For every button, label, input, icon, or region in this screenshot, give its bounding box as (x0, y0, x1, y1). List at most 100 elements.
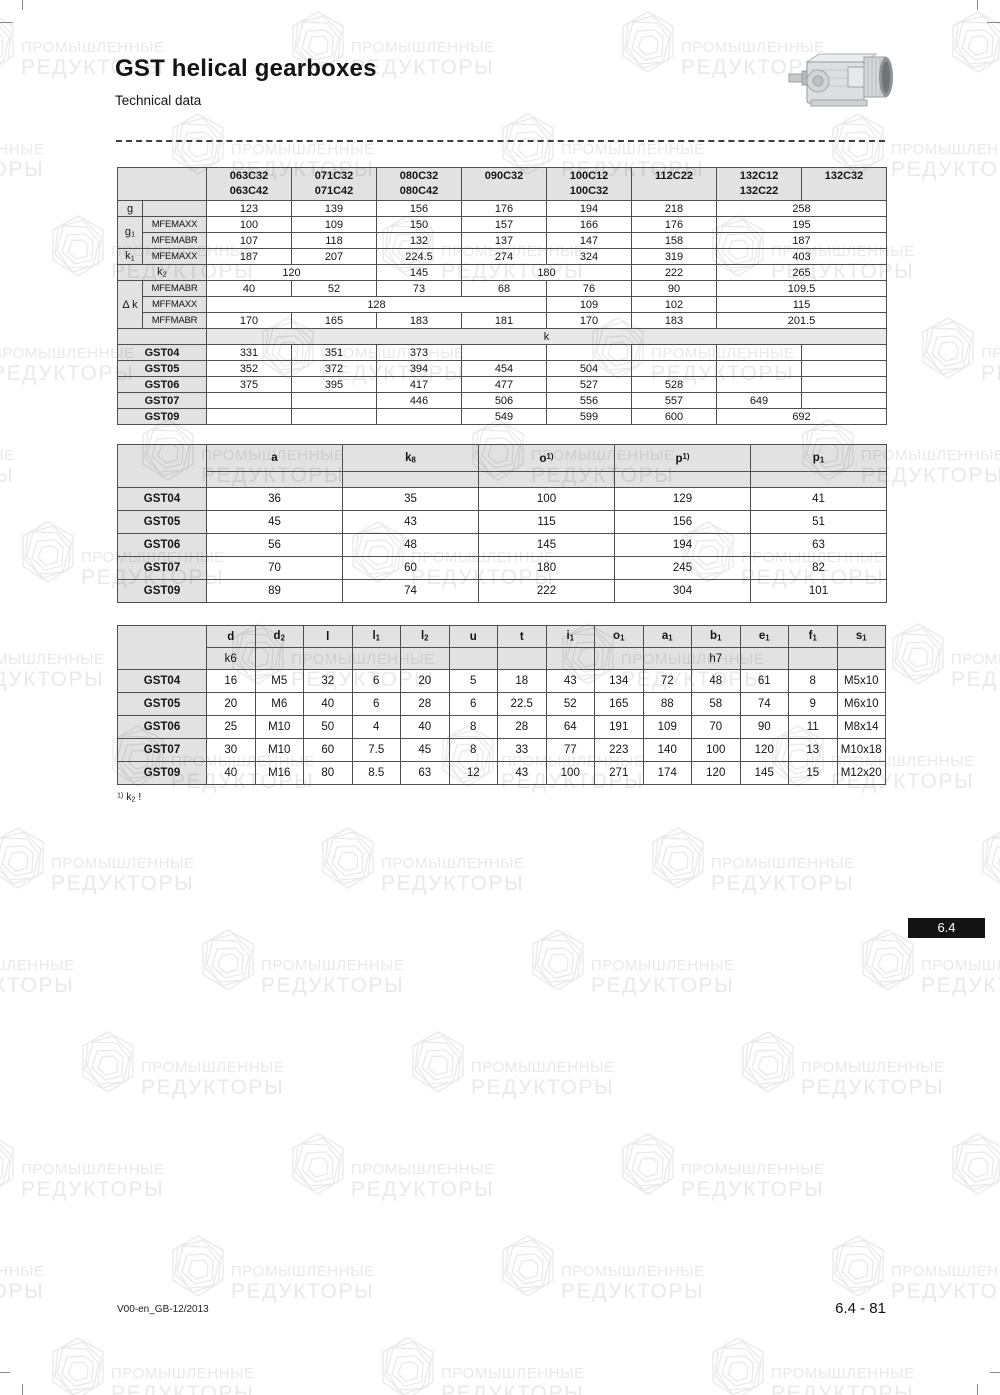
row-header-cell: GST05 (117, 360, 207, 377)
data-cell (801, 376, 887, 393)
data-cell: M10x18 (836, 738, 886, 762)
data-cell (206, 408, 292, 425)
watermark-logo-icon (530, 928, 586, 997)
data-cell: 32 (303, 669, 353, 693)
data-cell: 145 (739, 761, 789, 785)
data-cell: 176 (631, 216, 717, 233)
column-header-cell: e1 (739, 625, 789, 648)
row-header-cell (117, 328, 207, 345)
data-cell: 43 (497, 761, 547, 785)
data-cell: 218 (631, 200, 717, 217)
data-cell: 157 (461, 216, 547, 233)
data-cell: 22.5 (497, 692, 547, 716)
data-cell: 70 (206, 556, 343, 580)
column-header-cell: d (206, 625, 256, 648)
data-cell (716, 376, 802, 393)
dimensions-table-motor-sizes: 063C32 063C42 071C32 071C42 080C32 080C42 090C… (117, 167, 887, 425)
table-header-row: 063C32 063C42 071C32 071C42 080C32 080C42 090C… (117, 167, 887, 201)
column-header-cell: 132C12 132C22 (716, 167, 802, 201)
watermark-logo-icon (830, 1234, 886, 1303)
table-row: GST04 36 35 100 129 41 (117, 487, 887, 511)
row-header-cell: GST04 (117, 344, 207, 361)
data-cell: 181 (461, 312, 547, 329)
data-cell: 271 (594, 761, 644, 785)
data-cell: 174 (642, 761, 692, 785)
data-cell: 599 (546, 408, 632, 425)
data-cell: 109 (642, 715, 692, 739)
watermark-logo-icon (950, 1132, 1000, 1201)
data-cell: 372 (291, 360, 377, 377)
table-row: GST05 20 M6 40 6 28 6 22.5 52 165 88 58 74 9 M6x10 (117, 692, 886, 716)
table-row: GST04 331 351 373 (117, 344, 887, 361)
data-cell: 165 (594, 692, 644, 716)
dimensions-table-shaft: d d2 l l1 l2 u t i1 o1 a1 b1 e1 f1 s1 k6 h7 GST04 16 M5 32 6… (117, 625, 886, 785)
data-cell: 107 (206, 232, 292, 249)
data-cell: 395 (291, 376, 377, 393)
data-cell: 454 (461, 360, 547, 377)
dashed-divider (116, 140, 885, 142)
crop-mark-bottom-right-h (990, 1372, 1000, 1373)
data-cell: 187 (716, 232, 887, 249)
column-header-cell: k8 (342, 444, 479, 472)
column-header-cell (836, 647, 886, 670)
data-cell: 7.5 (351, 738, 401, 762)
data-cell: 156 (376, 200, 462, 217)
data-cell: 82 (750, 556, 887, 580)
dimensions-table-a-k8-o-p: a k8 o1) p1) p1 GST04 36 35 100 129 41 GST05 45 43 115… (117, 444, 887, 603)
data-cell: M12x20 (836, 761, 886, 785)
data-cell: 88 (642, 692, 692, 716)
data-cell: 61 (739, 669, 789, 693)
data-cell: 145 (478, 533, 615, 557)
column-header-cell: u (448, 625, 498, 648)
watermark-logo-icon (80, 1030, 136, 1099)
column-header-cell: 112C22 (631, 167, 717, 201)
watermark-logo-icon (0, 1132, 16, 1201)
data-cell: 36 (206, 487, 343, 511)
data-cell: 150 (376, 216, 462, 233)
crop-mark-top-left-h (0, 22, 13, 23)
row-header-cell: k2 (117, 264, 207, 281)
column-header-cell: a1 (642, 625, 692, 648)
column-header-cell: d2 (254, 625, 304, 648)
data-cell: 556 (546, 392, 632, 409)
data-cell: 477 (461, 376, 547, 393)
data-cell: 191 (594, 715, 644, 739)
data-cell: 52 (291, 280, 377, 297)
watermark-logo-icon (380, 1336, 436, 1395)
data-cell: 40 (206, 280, 292, 297)
column-header-cell: 100C12 100C32 (546, 167, 632, 201)
data-cell: k (206, 328, 887, 345)
table-row: GST07 30 M10 60 7.5 45 8 33 77 223 140 100 120 13 M10x… (117, 738, 886, 762)
data-cell: 109 (291, 216, 377, 233)
data-cell (376, 408, 462, 425)
table-header-row: d d2 l l1 l2 u t i1 o1 a1 b1 e1 f1 s1 (117, 625, 886, 670)
watermark-logo-icon (830, 112, 886, 181)
data-cell: 176 (461, 200, 547, 217)
column-header-cell: k6 (206, 647, 256, 670)
data-cell: 527 (546, 376, 632, 393)
data-cell (801, 360, 887, 377)
data-cell: 258 (716, 200, 887, 217)
data-cell: 11 (788, 715, 838, 739)
table-row: GST09 89 74 222 304 101 (117, 579, 887, 603)
data-cell: 90 (631, 280, 717, 297)
data-cell: 100 (478, 487, 615, 511)
